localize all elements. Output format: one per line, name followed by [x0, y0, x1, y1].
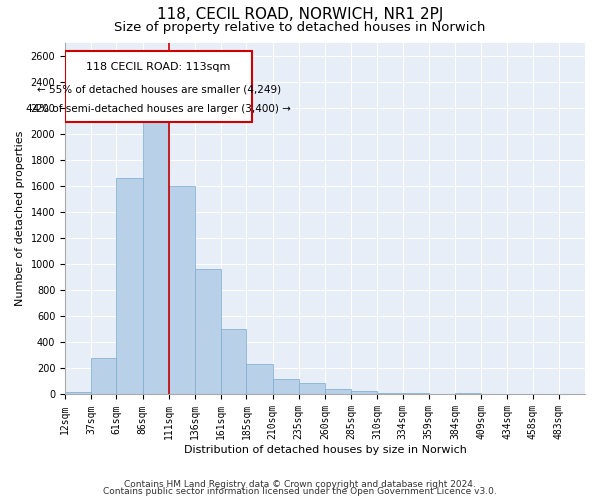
Bar — [143, 110, 169, 395]
Bar — [65, 392, 91, 394]
Text: 118 CECIL ROAD: 113sqm: 118 CECIL ROAD: 113sqm — [86, 62, 231, 72]
Bar — [247, 364, 272, 394]
Text: Contains HM Land Registry data © Crown copyright and database right 2024.: Contains HM Land Registry data © Crown c… — [124, 480, 476, 489]
Bar — [65, 52, 252, 122]
Text: ← 55% of detached houses are smaller (4,249): ← 55% of detached houses are smaller (4,… — [37, 84, 281, 94]
Text: Size of property relative to detached houses in Norwich: Size of property relative to detached ho… — [115, 21, 485, 34]
Bar — [116, 178, 143, 394]
X-axis label: Distribution of detached houses by size in Norwich: Distribution of detached houses by size … — [184, 445, 466, 455]
Bar — [272, 379, 299, 394]
Text: 118, CECIL ROAD, NORWICH, NR1 2PJ: 118, CECIL ROAD, NORWICH, NR1 2PJ — [157, 8, 443, 22]
Bar — [195, 270, 221, 394]
Bar — [351, 391, 377, 394]
Text: Contains public sector information licensed under the Open Government Licence v3: Contains public sector information licen… — [103, 487, 497, 496]
Bar — [91, 358, 116, 395]
Bar — [299, 382, 325, 394]
Bar — [403, 393, 429, 394]
Bar — [169, 186, 195, 394]
Text: 44% of semi-detached houses are larger (3,400) →: 44% of semi-detached houses are larger (… — [26, 104, 291, 114]
Y-axis label: Number of detached properties: Number of detached properties — [15, 131, 25, 306]
Bar — [221, 330, 247, 394]
Bar — [325, 390, 351, 394]
Bar — [377, 392, 403, 394]
